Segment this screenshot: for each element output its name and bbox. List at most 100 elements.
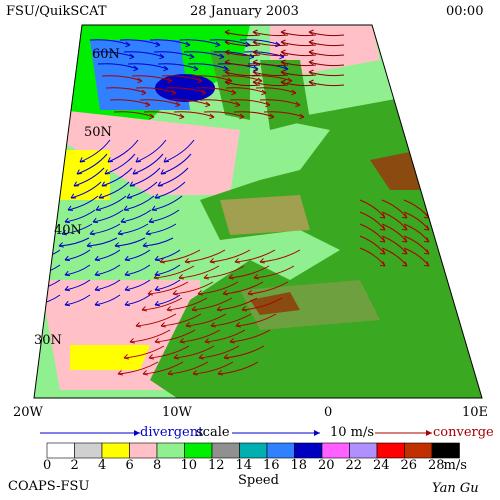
lon-label: 10W: [162, 405, 193, 420]
wind-arrow: [204, 329, 246, 343]
wind-arrow: [359, 211, 386, 231]
wind-arrow: [113, 111, 155, 118]
wind-arrowhead: [308, 69, 314, 76]
colorbar-label: 10: [181, 458, 198, 473]
wind-arrowhead: [120, 217, 127, 224]
colorbar-box: [376, 442, 405, 459]
wind-arrow: [381, 211, 408, 231]
legend-divergent: divergent: [140, 425, 204, 440]
wind-arrowhead: [154, 338, 160, 344]
wind-arrow: [163, 139, 195, 163]
wind-arrowhead: [163, 65, 169, 72]
wind-arrowhead: [157, 181, 164, 187]
wind-arrow: [199, 99, 241, 106]
wind-arrowhead: [423, 225, 430, 231]
wind-arrowhead: [124, 285, 131, 292]
wind-arrowhead: [252, 29, 258, 36]
wind-arrow: [359, 223, 386, 243]
wind-arrow: [64, 209, 96, 223]
wind-arrowhead: [239, 113, 245, 120]
wind-arrowhead: [123, 354, 129, 360]
wind-arrow: [109, 99, 151, 106]
colorbar-label: 12: [208, 458, 225, 473]
wind-arrow: [280, 41, 317, 47]
land: [240, 280, 380, 330]
wind-arrow: [228, 265, 270, 279]
wind-arrowhead: [94, 285, 101, 292]
wind-arrowhead: [280, 59, 286, 66]
colorbar-box: [74, 442, 103, 459]
wind-arrowhead: [210, 322, 216, 328]
wind-arrow: [223, 345, 265, 359]
wind-arrow: [94, 279, 121, 291]
wind-arrow: [192, 361, 234, 375]
wind-arrow: [241, 297, 283, 311]
wind-arrowhead: [379, 237, 386, 243]
wind-arrow: [123, 195, 155, 211]
map: [33, 24, 483, 399]
wind-arrowhead: [197, 77, 203, 84]
wind-arrowhead: [94, 300, 101, 307]
wind-arrow: [79, 139, 111, 163]
wind-arrowhead: [234, 258, 240, 264]
wind-arrow: [135, 139, 167, 163]
wind-arrow: [64, 279, 91, 291]
wind-arrowhead: [229, 338, 235, 344]
wind-arrow: [225, 87, 267, 94]
wind-arrowhead: [401, 213, 408, 219]
wind-arrowhead: [224, 79, 230, 86]
wind-arrow: [76, 153, 108, 175]
colorbar-box: [184, 442, 213, 459]
wind-arrowhead: [235, 101, 241, 108]
wind-arrowhead: [401, 225, 408, 231]
wind-arrow: [64, 249, 91, 261]
wind-arrow: [239, 39, 281, 46]
wind-arrowhead: [64, 300, 71, 307]
wind-arrow: [124, 249, 151, 261]
wind-arrow: [92, 209, 124, 223]
wind-arrowhead: [222, 290, 228, 296]
wind-arrowhead: [209, 258, 215, 264]
wind-arrowhead: [159, 53, 165, 60]
colorbar-box: [46, 442, 75, 459]
wind-arrow: [222, 281, 264, 295]
wind-arrowhead: [151, 205, 158, 211]
lat-label: 40N: [54, 223, 82, 238]
wind-arrowhead: [224, 29, 230, 36]
wind-arrow: [89, 223, 121, 235]
wind-arrowhead: [154, 285, 161, 292]
wind-arrowhead: [401, 261, 408, 267]
wind-arrow: [101, 167, 133, 187]
wind-arrow: [191, 297, 233, 311]
wind-arrow: [172, 281, 214, 295]
wind-arrowhead: [154, 300, 161, 307]
wind-arrowhead: [64, 217, 71, 224]
wind-arrowhead: [269, 113, 275, 120]
wind-arrowhead: [142, 370, 148, 376]
wind-arrowhead: [197, 290, 203, 296]
wind-arrow: [253, 265, 295, 279]
wind-arrow: [224, 81, 261, 87]
land: [210, 50, 250, 120]
colorbar-label: 14: [236, 458, 253, 473]
wind-arrowhead: [178, 274, 184, 280]
wind-arrow: [139, 99, 181, 106]
wind-arrow: [255, 87, 297, 94]
legend-arrowhead: [426, 430, 432, 436]
wind-arrow: [114, 237, 146, 247]
wind-arrow: [129, 329, 171, 343]
wind-arrow: [252, 31, 289, 37]
wind-arrowhead: [159, 258, 165, 264]
wind-arrow: [119, 39, 161, 46]
wind-arrowhead: [145, 101, 151, 108]
wind-arrow: [94, 249, 121, 261]
wind-arrow: [280, 51, 317, 57]
wind-arrow: [148, 209, 180, 223]
wind-arrowhead: [247, 290, 253, 296]
wind-arrowhead: [34, 255, 41, 262]
wind-arrowhead: [295, 101, 301, 108]
wind-arrowhead: [129, 181, 136, 187]
wind-arrowhead: [235, 322, 241, 328]
wind-arrowhead: [79, 157, 86, 163]
wind-arrowhead: [280, 29, 286, 36]
